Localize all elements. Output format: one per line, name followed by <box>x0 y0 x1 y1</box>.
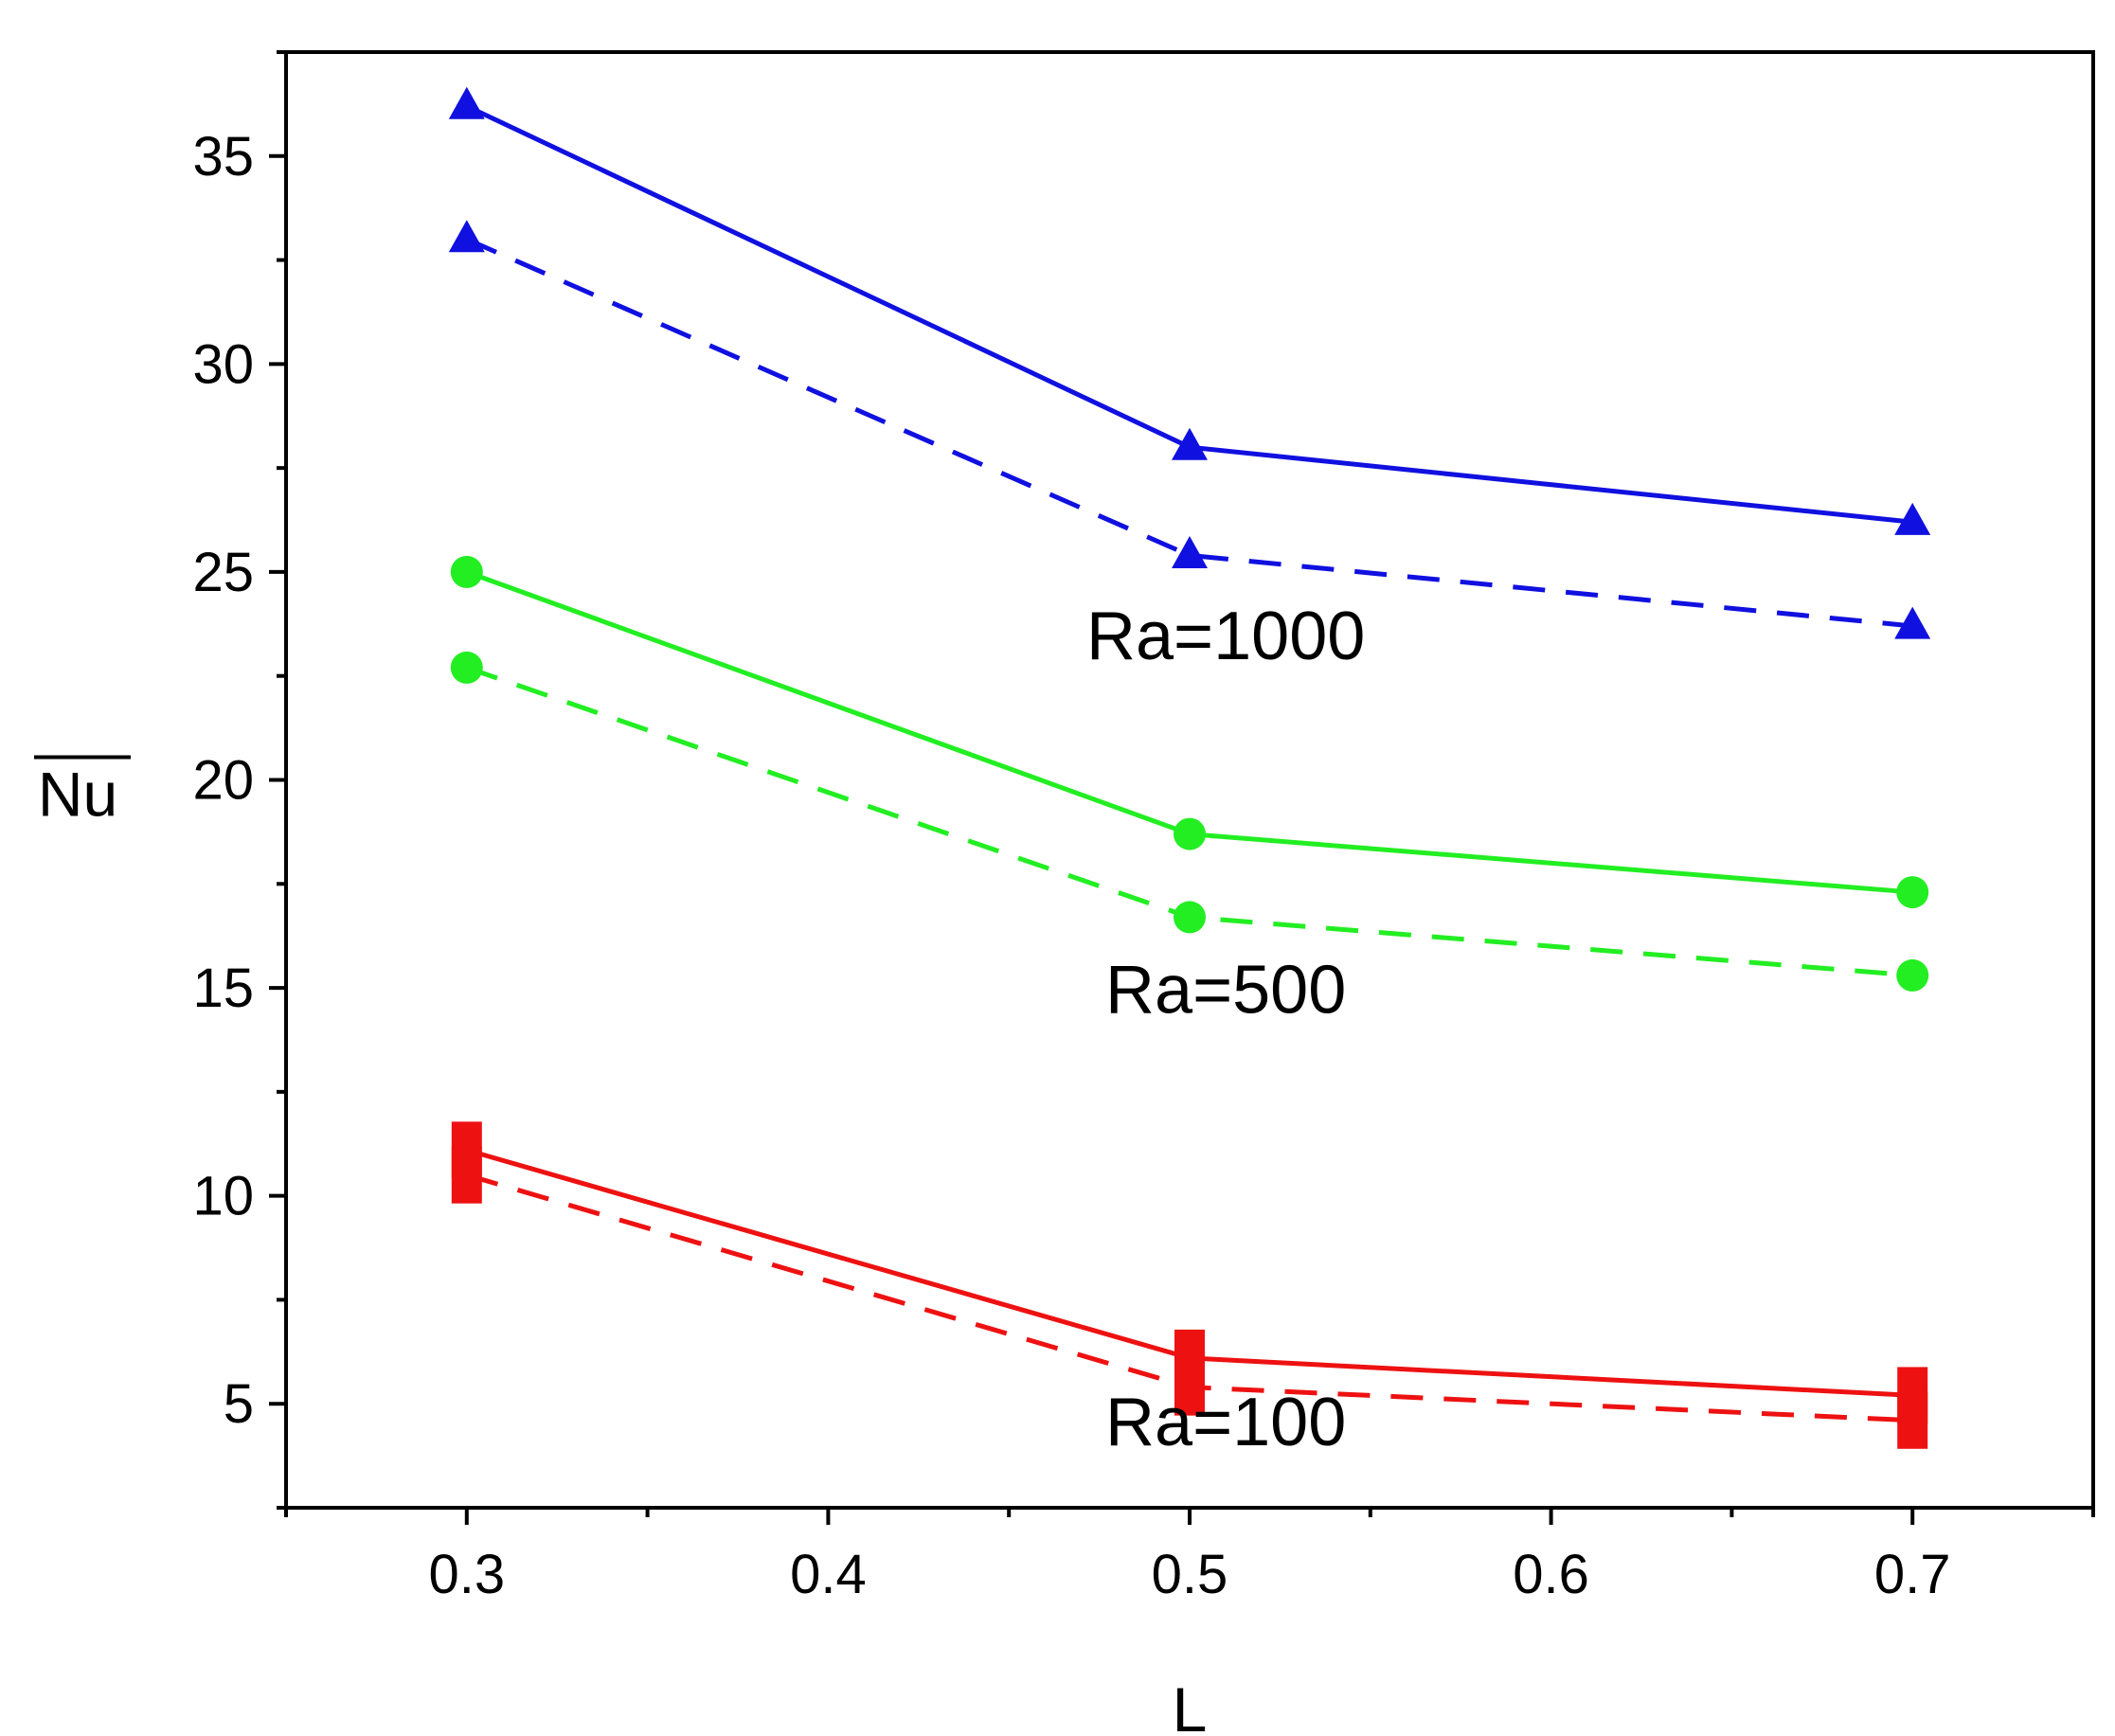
plot-frame <box>284 50 2095 1510</box>
annotation-layer: Ra=1000 Ra=500 Ra=100 <box>1086 599 1365 1460</box>
x-axis-title: L <box>1173 1674 1208 1736</box>
data-point-triangle <box>1894 502 1931 535</box>
data-point-circle <box>1896 958 1929 992</box>
annotation-label: Ra=500 <box>1105 952 1346 1028</box>
x-tick-label: 0.6 <box>1513 1544 1589 1605</box>
data-point-circle <box>1174 817 1206 850</box>
y-tick-label: 5 <box>224 1373 254 1435</box>
y-tick-label: 25 <box>192 542 254 603</box>
data-point-square <box>451 1146 482 1204</box>
y-tick-label: 15 <box>192 957 254 1019</box>
y-tick-label: 35 <box>192 126 254 188</box>
series-line-ra-1000-dashed <box>465 237 1913 629</box>
annotation-label: Ra=100 <box>1105 1385 1346 1460</box>
y-tick-label: 10 <box>192 1166 254 1227</box>
data-point-triangle <box>448 86 485 119</box>
data-point-triangle <box>1172 427 1208 460</box>
x-tick-label: 0.4 <box>790 1544 867 1605</box>
y-tick-label: 20 <box>192 750 254 812</box>
data-point-circle <box>1896 876 1929 909</box>
x-tick-label: 0.7 <box>1874 1544 1951 1605</box>
data-point-circle <box>1174 901 1206 934</box>
data-point-circle <box>450 555 483 588</box>
data-point-triangle <box>448 220 485 253</box>
data-point-triangle <box>1172 535 1208 568</box>
axis-ticks: 0.3 0.4 0.5 0.6 0.7 5 10 15 20 25 30 35 <box>192 50 2095 1605</box>
series-layer <box>448 86 1931 1449</box>
data-point-square <box>1897 1391 1928 1449</box>
data-point-triangle <box>1894 606 1931 639</box>
plot-border <box>284 50 2095 1510</box>
x-tick-label: 0.5 <box>1152 1544 1228 1605</box>
annotation-label: Ra=1000 <box>1086 599 1365 674</box>
y-axis-title: Nu <box>38 760 117 830</box>
y-axis-title-group: Nu <box>34 755 131 830</box>
y-tick-label: 30 <box>192 333 254 395</box>
data-point-circle <box>450 651 483 684</box>
data-point-square <box>1174 1358 1205 1416</box>
x-tick-label: 0.3 <box>428 1544 505 1605</box>
